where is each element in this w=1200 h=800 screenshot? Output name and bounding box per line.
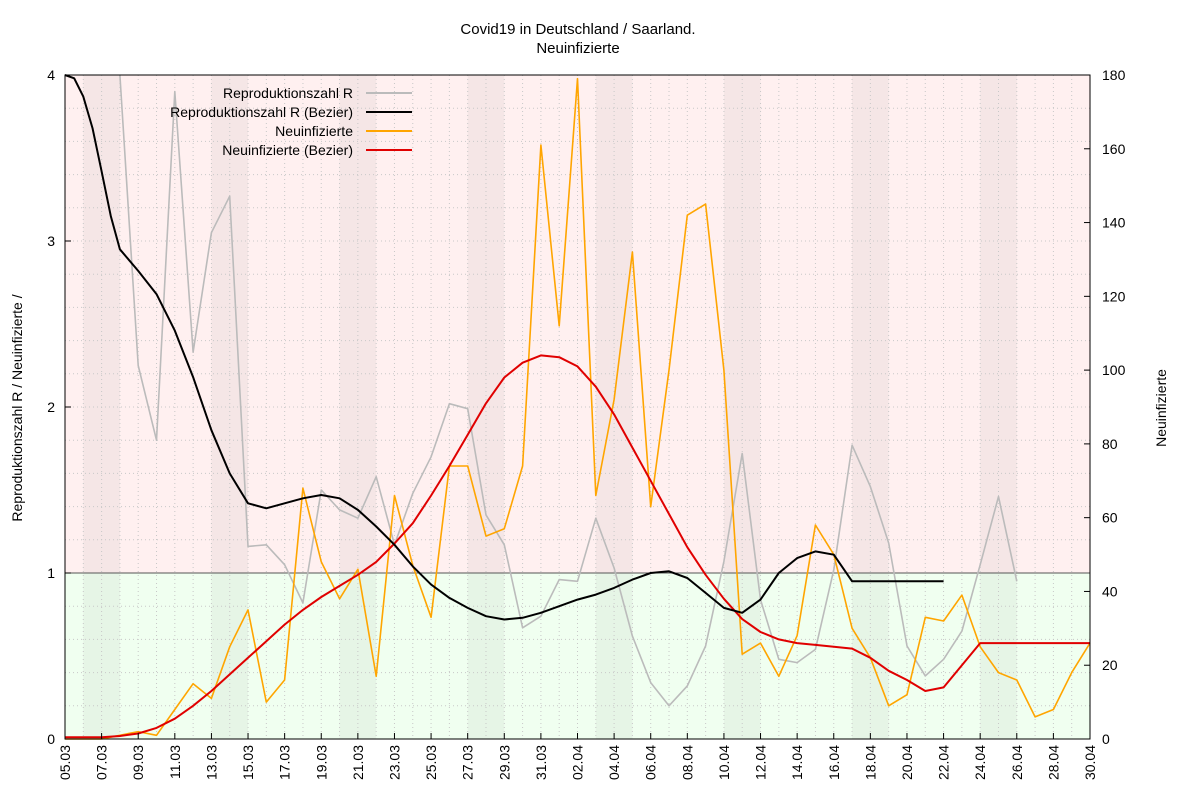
x-tick-label: 09.03: [130, 745, 146, 780]
y2-tick-label: 120: [1102, 288, 1126, 304]
weekend-band-below: [467, 573, 505, 739]
chart-title: Covid19 in Deutschland / Saarland.: [460, 21, 695, 38]
series-line-3: [65, 354, 1090, 739]
x-tick-label: 10.04: [716, 745, 732, 780]
x-tick-label: 06.04: [643, 745, 659, 780]
x-tick-label: 16.04: [826, 745, 842, 780]
y-tick-label: 3: [47, 233, 55, 249]
weekend-band-below: [723, 573, 761, 739]
x-tick-label: 25.03: [423, 745, 439, 780]
y2-tick-label: 80: [1102, 436, 1118, 452]
x-tick-label: 29.03: [496, 745, 512, 780]
x-tick-label: 08.04: [679, 745, 695, 780]
x-tick-label: 22.04: [936, 745, 952, 780]
x-tick-label: 21.03: [350, 745, 366, 780]
y-tick-label: 0: [47, 731, 55, 747]
weekend-band-below: [595, 573, 633, 739]
y2-tick-label: 180: [1102, 67, 1126, 83]
y-tick-label: 1: [47, 565, 55, 581]
x-tick-label: 20.04: [899, 745, 915, 780]
x-tick-label: 04.04: [606, 745, 622, 780]
series-line-2: [65, 77, 1091, 740]
grid: [64, 74, 1091, 740]
x-tick-label: 13.03: [203, 745, 219, 780]
x-tick-label: 28.04: [1045, 745, 1061, 780]
x-tick-label: 07.03: [94, 745, 110, 780]
legend-label-3: Neuinfizierte (Bezier): [222, 142, 353, 158]
legend: Reproduktionszahl R Reproduktionszahl R (…: [170, 85, 412, 158]
x-tick-label: 02.04: [570, 745, 586, 780]
y2-tick-label: 160: [1102, 141, 1126, 157]
y-tick-label: 4: [47, 67, 55, 83]
y2-tick-label: 0: [1102, 731, 1110, 747]
y-axis-label: Reproduktionszahl R / Neuinfizierte /: [9, 294, 25, 521]
weekend-band-below: [339, 573, 377, 739]
series-lines: [64, 74, 1091, 740]
weekend-band-below: [83, 573, 120, 739]
x-tick-label: 27.03: [460, 745, 476, 780]
series-line-1: [64, 74, 944, 621]
x-tick-label: 24.04: [972, 745, 988, 780]
y-tick-label: 2: [47, 399, 55, 415]
y2-tick-label: 20: [1102, 657, 1118, 673]
x-tick-label: 12.04: [753, 745, 769, 780]
y2-tick-label: 40: [1102, 583, 1118, 599]
x-tick-label: 05.03: [57, 745, 73, 780]
weekend-band-below: [980, 573, 1017, 739]
y2-tick-label: 140: [1102, 215, 1126, 231]
weekend-band-below: [852, 573, 889, 739]
x-tick-label: 15.03: [240, 745, 256, 780]
x-tick-label: 26.04: [1009, 745, 1025, 780]
legend-label-2: Neuinfizierte: [275, 123, 353, 139]
y2-axis-label: Neuinfizierte: [1153, 369, 1169, 447]
x-tick-label: 31.03: [533, 745, 549, 780]
y2-tick-label: 60: [1102, 510, 1118, 526]
x-tick-label: 30.04: [1082, 745, 1098, 780]
legend-label-0: Reproduktionszahl R: [223, 85, 353, 101]
x-tick-label: 18.04: [862, 745, 878, 780]
x-tick-label: 19.03: [313, 745, 329, 780]
chart-subtitle: Neuinfizierte: [536, 40, 619, 57]
x-tick-label: 17.03: [277, 745, 293, 780]
x-tick-label: 11.03: [167, 745, 183, 779]
series-line-0: [119, 74, 1018, 707]
x-tick-label: 14.04: [789, 745, 805, 780]
weekend-band-below: [211, 573, 249, 739]
legend-label-1: Reproduktionszahl R (Bezier): [170, 104, 353, 120]
x-tick-label: 23.03: [386, 745, 402, 780]
y2-tick-label: 100: [1102, 362, 1126, 378]
